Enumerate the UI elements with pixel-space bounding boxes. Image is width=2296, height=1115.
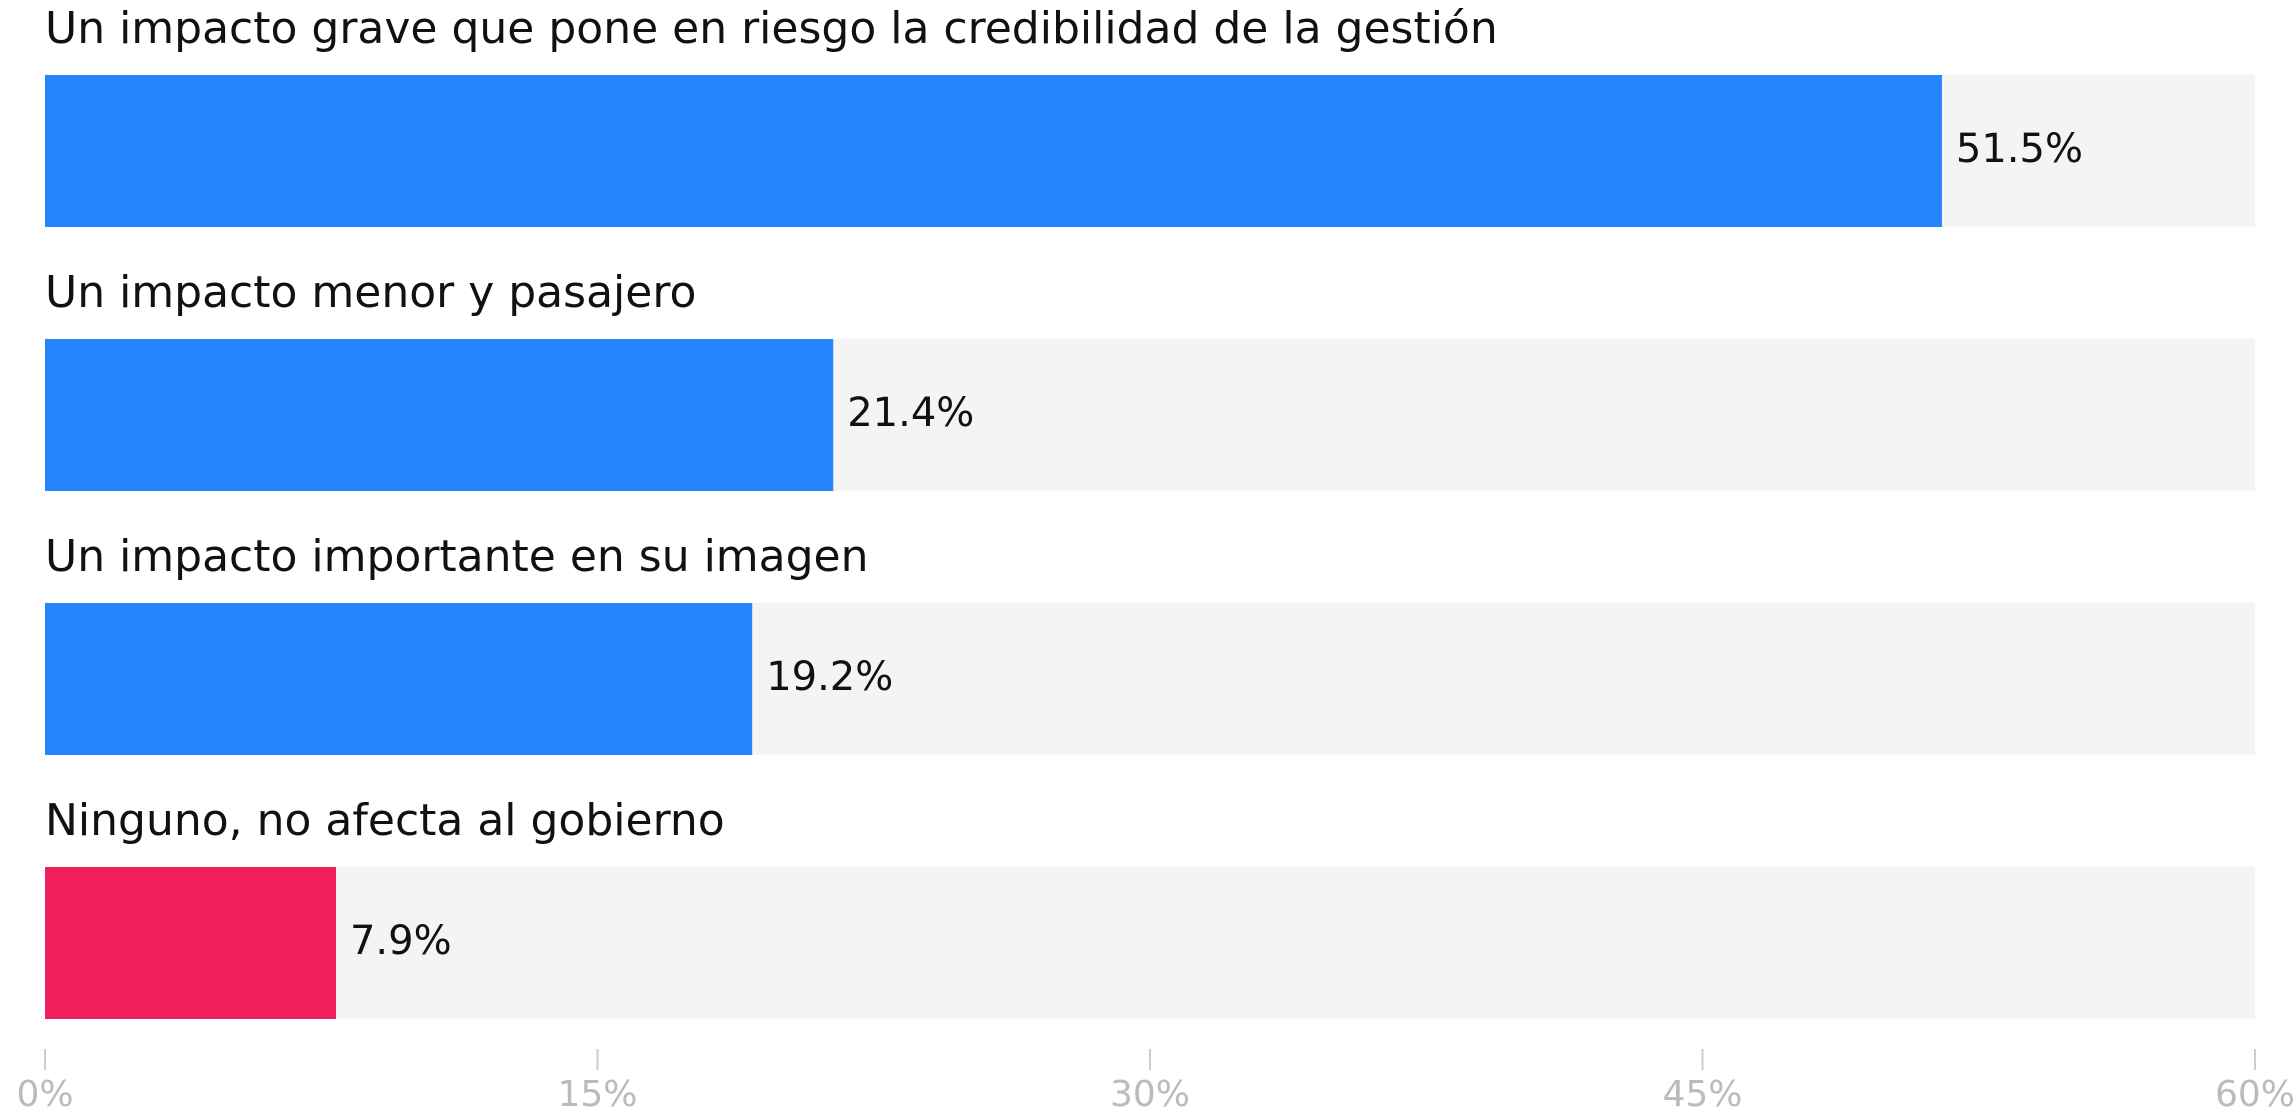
x-tick-label: 15% xyxy=(557,1074,637,1115)
x-tick-label: 30% xyxy=(1110,1074,1190,1115)
value-label: 7.9% xyxy=(350,918,452,964)
bar xyxy=(45,867,336,1019)
x-tick-label: 0% xyxy=(16,1074,73,1115)
bar-track xyxy=(45,867,2255,1019)
x-tick-label: 45% xyxy=(1662,1074,1742,1115)
bar xyxy=(45,603,753,755)
category-label: Un impacto menor y pasajero xyxy=(45,267,696,318)
value-label: 19.2% xyxy=(766,654,893,700)
bar xyxy=(45,339,834,491)
bar xyxy=(45,75,1942,227)
value-label: 51.5% xyxy=(1956,126,2083,172)
category-label: Un impacto grave que pone en riesgo la c… xyxy=(45,3,1498,54)
value-label: 21.4% xyxy=(847,390,974,436)
category-label: Un impacto importante en su imagen xyxy=(45,531,869,582)
x-tick-label: 60% xyxy=(2215,1074,2295,1115)
category-label: Ninguno, no afecta al gobierno xyxy=(45,795,725,846)
